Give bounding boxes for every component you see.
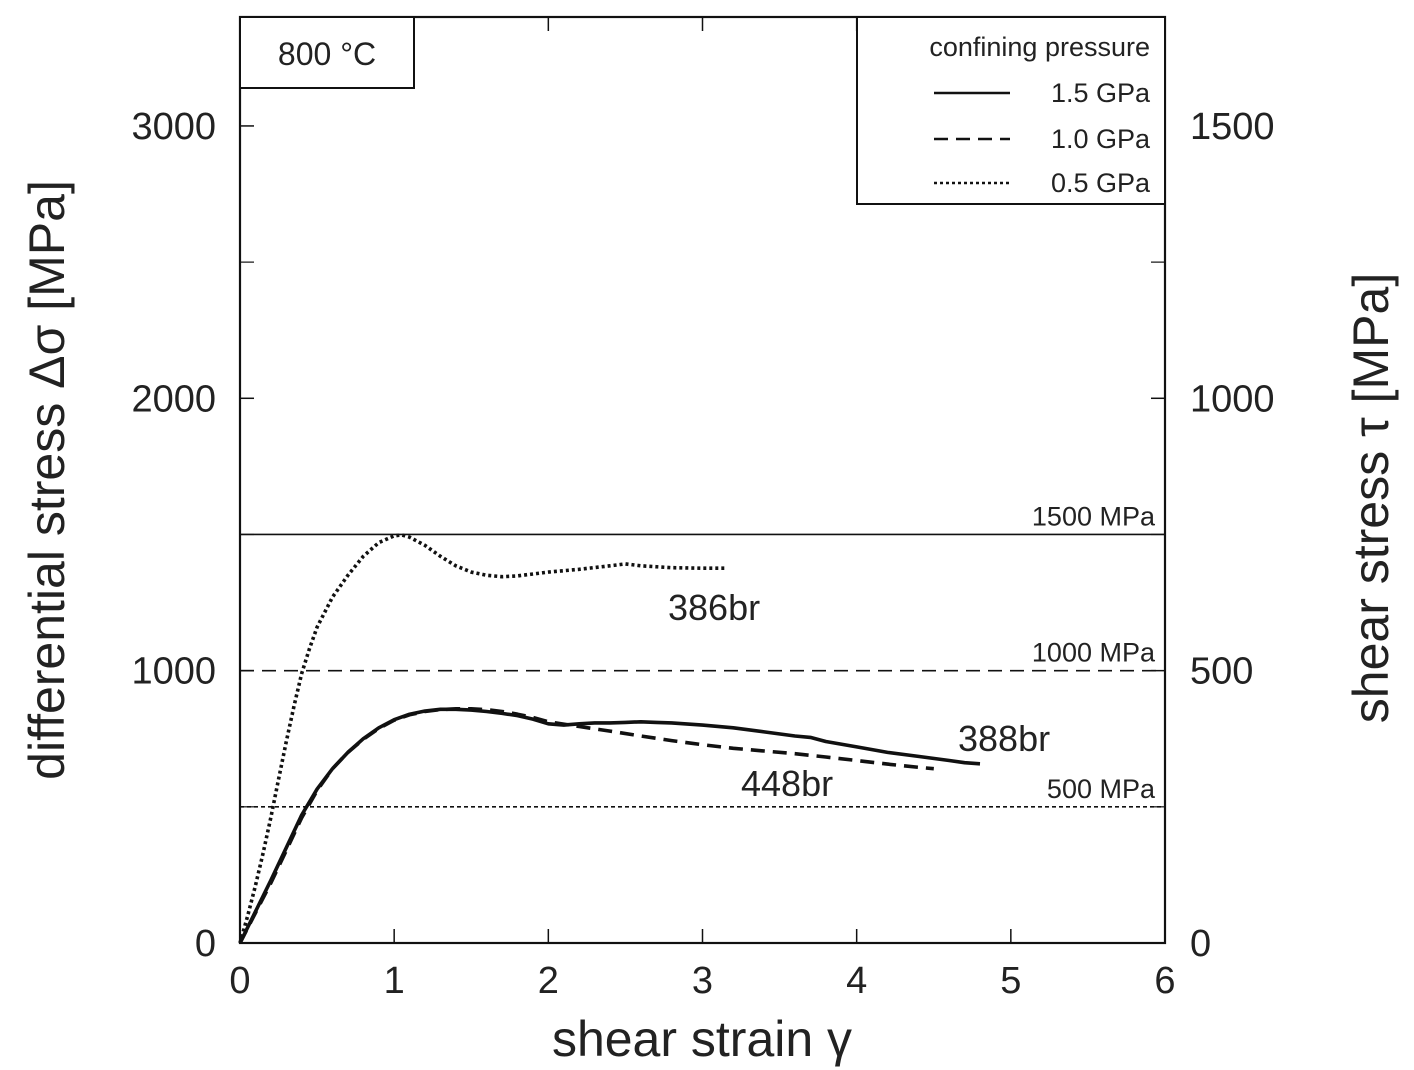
series-label-388br: 388br — [958, 718, 1050, 759]
y-tick-label-3000: 3000 — [131, 106, 216, 148]
plot-frame — [238, 15, 1167, 945]
temperature-box-frame — [239, 16, 415, 89]
reference-label-1000: 1000 MPa — [1032, 638, 1156, 668]
series-label-448br: 448br — [741, 763, 833, 804]
y2-tick-label-0: 0 — [1190, 923, 1211, 965]
y-tick-label-1000: 1000 — [131, 651, 216, 693]
x-tick-label-0: 0 — [229, 960, 250, 1002]
temperature-label: 800 °C — [278, 36, 376, 72]
y-tick-label-0: 0 — [195, 923, 216, 965]
series-line-1-5-gpa — [238, 707, 981, 944]
series-line-0-5-gpa — [238, 533, 726, 944]
y2-axis-title: shear stress τ [MPa] — [1343, 273, 1399, 723]
x-tick-label-3: 3 — [692, 960, 713, 1002]
y2-tick-label-1000: 1000 — [1190, 378, 1275, 420]
reference-label-1500: 1500 MPa — [1032, 501, 1156, 531]
x-tick-label-2: 2 — [538, 960, 559, 1002]
series-line-1-0-gpa — [238, 707, 934, 944]
legend-frame — [856, 16, 1166, 205]
series-label-386br: 386br — [668, 587, 760, 628]
legend-title: confining pressure — [929, 32, 1150, 62]
legend-label-0-5-gpa: 0.5 GPa — [1051, 168, 1151, 198]
y-axis-title: differential stress Δσ [MPa] — [19, 180, 75, 780]
y2-tick-label-1500: 1500 — [1190, 106, 1275, 148]
x-tick-label-6: 6 — [1154, 960, 1175, 1002]
x-tick-label-4: 4 — [846, 960, 867, 1002]
legend: confining pressure 1.5 GPa 1.0 GPa 0.5 G… — [856, 16, 1166, 205]
legend-label-1-0-gpa: 1.0 GPa — [1051, 124, 1151, 154]
y-tick-label-2000: 2000 — [131, 378, 216, 420]
x-tick-label-1: 1 — [384, 960, 405, 1002]
y2-tick-label-500: 500 — [1190, 651, 1253, 693]
x-tick-label-5: 5 — [1000, 960, 1021, 1002]
reference-label-500: 500 MPa — [1047, 774, 1156, 804]
temperature-box: 800 °C — [239, 16, 415, 89]
legend-label-1-5-gpa: 1.5 GPa — [1051, 78, 1151, 108]
x-axis-title: shear strain γ — [552, 1011, 852, 1067]
